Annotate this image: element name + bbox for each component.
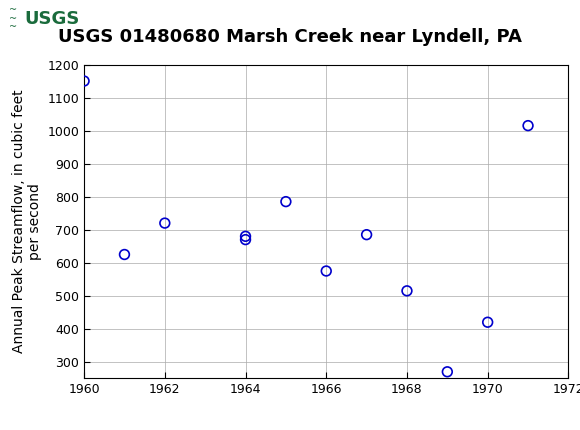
Point: [120, 251, 129, 258]
Point: [322, 267, 331, 274]
FancyBboxPatch shape: [3, 2, 84, 37]
Text: USGS: USGS: [24, 9, 80, 28]
Y-axis label: Annual Peak Streamflow, in cubic feet
per second: Annual Peak Streamflow, in cubic feet pe…: [12, 89, 42, 353]
Text: ~
~
~: ~ ~ ~: [9, 5, 17, 32]
Point: [160, 220, 169, 227]
Point: [79, 77, 89, 84]
Point: [483, 319, 492, 326]
Text: USGS 01480680 Marsh Creek near Lyndell, PA: USGS 01480680 Marsh Creek near Lyndell, …: [58, 28, 522, 46]
Point: [241, 236, 250, 243]
Point: [443, 369, 452, 375]
Point: [403, 287, 412, 294]
Point: [241, 233, 250, 240]
Point: [362, 231, 371, 238]
Point: [281, 198, 291, 205]
Point: [523, 122, 532, 129]
